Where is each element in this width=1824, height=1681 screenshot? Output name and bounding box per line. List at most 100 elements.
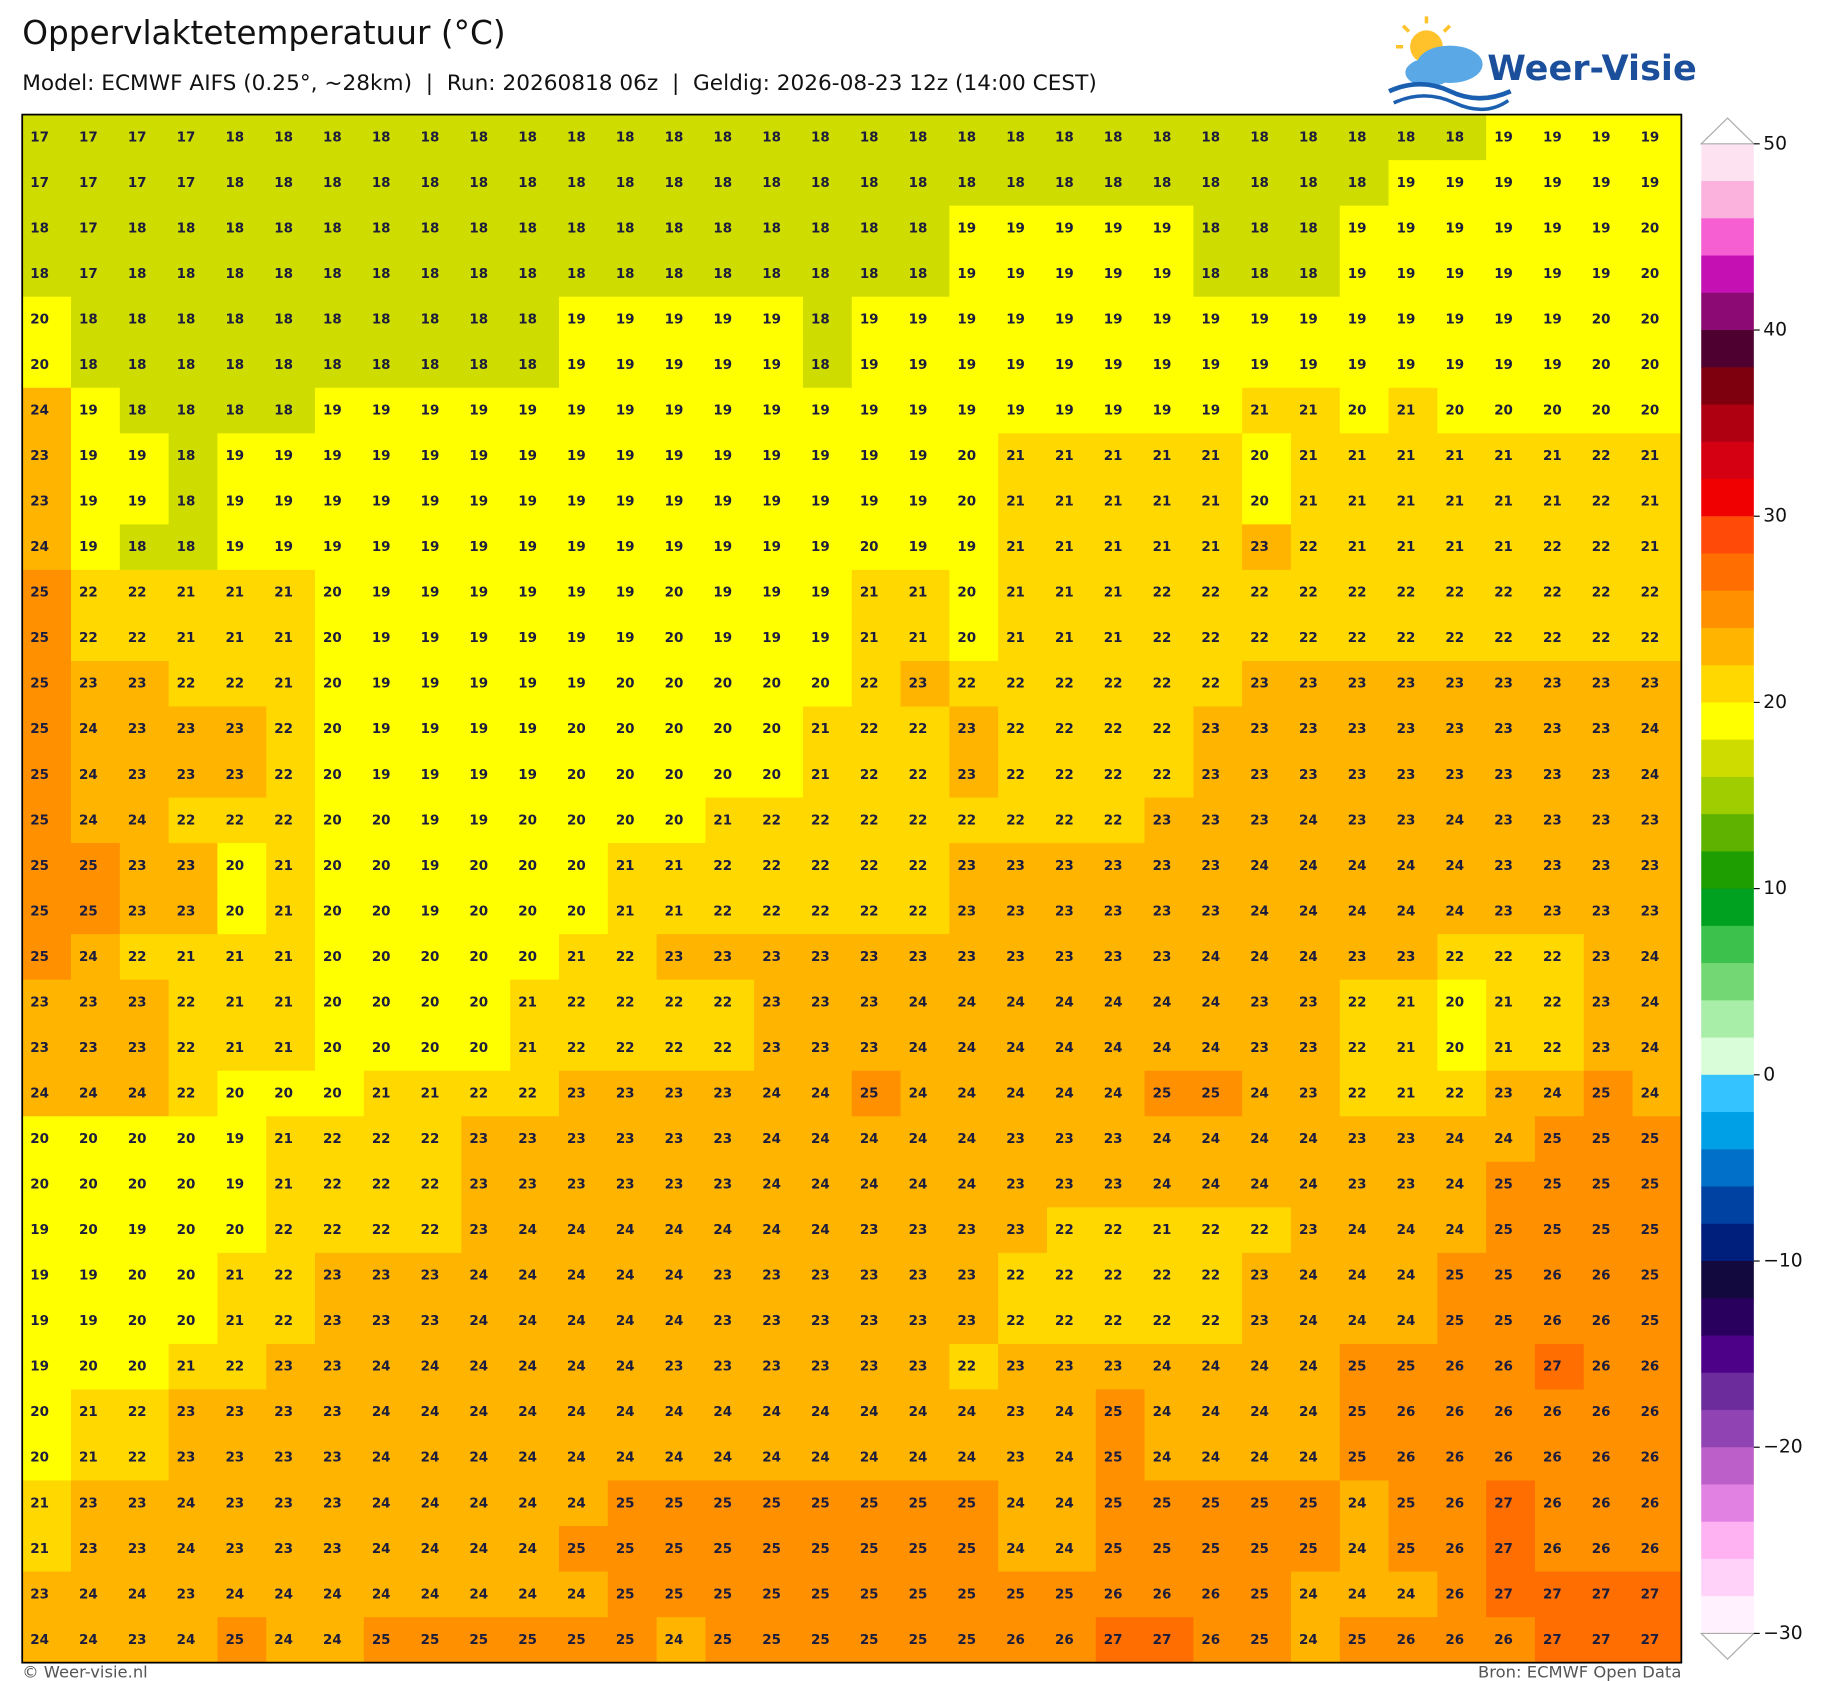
temperature-cell xyxy=(1437,1161,1487,1208)
cell-label: 19 xyxy=(30,1269,49,1284)
temperature-cell xyxy=(1144,114,1194,161)
temperature-cell xyxy=(705,387,755,434)
cell-label: 18 xyxy=(1299,221,1318,236)
temperature-cell xyxy=(1046,478,1097,525)
cell-label: 19 xyxy=(665,540,684,555)
temperature-cell xyxy=(168,524,218,571)
cell-label: 21 xyxy=(1006,449,1025,464)
cell-label: 25 xyxy=(860,1496,879,1511)
cell-label: 24 xyxy=(469,1269,488,1284)
cell-label: 19 xyxy=(1494,267,1513,282)
cell-label: 18 xyxy=(567,221,586,236)
cell-label: 23 xyxy=(811,1041,830,1056)
temperature-cell xyxy=(510,478,560,525)
cell-label: 23 xyxy=(421,1269,440,1284)
cell-label: 26 xyxy=(1543,1451,1562,1466)
temperature-cell xyxy=(949,615,999,662)
temperature-cell xyxy=(315,1116,365,1163)
cell-label: 24 xyxy=(567,1496,586,1511)
cell-label: 19 xyxy=(762,404,781,419)
temperature-cell xyxy=(1583,160,1634,207)
cell-label: 23 xyxy=(177,1587,196,1602)
cell-label: 23 xyxy=(1153,950,1172,965)
cell-label: 20 xyxy=(713,768,732,783)
cell-label: 23 xyxy=(1055,950,1074,965)
temperature-cell xyxy=(266,615,316,662)
cell-label: 22 xyxy=(957,813,976,828)
cell-label: 24 xyxy=(79,950,98,965)
cell-label: 24 xyxy=(762,1223,781,1238)
temperature-cell xyxy=(1534,1161,1585,1208)
cell-label: 25 xyxy=(909,1633,928,1648)
temperature-cell xyxy=(900,1161,950,1208)
temperature-cell xyxy=(217,888,267,935)
temperature-cell xyxy=(1144,797,1194,844)
cell-label: 20 xyxy=(177,1314,196,1329)
temperature-cell xyxy=(656,114,706,161)
temperature-cell xyxy=(363,979,414,1026)
cell-label: 24 xyxy=(1641,1087,1660,1102)
cell-label: 23 xyxy=(713,1132,732,1147)
cell-label: 23 xyxy=(909,1223,928,1238)
temperature-cell xyxy=(1242,342,1292,389)
cell-label: 26 xyxy=(1543,1269,1562,1284)
cell-label: 23 xyxy=(177,904,196,919)
cell-label: 23 xyxy=(30,1041,49,1056)
cell-label: 19 xyxy=(518,540,537,555)
cell-label: 19 xyxy=(1250,312,1269,327)
cell-label: 19 xyxy=(957,267,976,282)
temperature-cell xyxy=(607,387,658,434)
temperature-cell xyxy=(851,752,902,799)
temperature-cell xyxy=(510,1207,560,1254)
cell-label: 23 xyxy=(128,1496,147,1511)
cell-label: 24 xyxy=(225,1587,244,1602)
cell-label: 23 xyxy=(1397,813,1416,828)
cell-label: 26 xyxy=(1397,1405,1416,1420)
temperature-cell xyxy=(1095,160,1146,207)
temperature-cell xyxy=(1632,387,1682,434)
cell-label: 19 xyxy=(30,1360,49,1375)
cell-label: 19 xyxy=(274,540,293,555)
cell-label: 19 xyxy=(372,768,391,783)
cell-label: 23 xyxy=(1543,677,1562,692)
temperature-cell xyxy=(1534,934,1585,981)
cell-label: 17 xyxy=(177,176,196,191)
cell-label: 18 xyxy=(225,267,244,282)
cell-label: 20 xyxy=(567,722,586,737)
temperature-cell xyxy=(217,478,267,525)
temperature-cell xyxy=(1534,706,1585,753)
cell-label: 24 xyxy=(811,1178,830,1193)
cell-label: 23 xyxy=(1201,722,1220,737)
colorbar-band xyxy=(1701,516,1754,555)
cell-label: 24 xyxy=(518,1360,537,1375)
temperature-cell xyxy=(1486,797,1536,844)
cell-label: 19 xyxy=(1494,221,1513,236)
cell-label: 22 xyxy=(567,1041,586,1056)
temperature-cell xyxy=(1437,342,1487,389)
temperature-cell xyxy=(1486,615,1536,662)
temperature-cell xyxy=(22,1070,72,1117)
temperature-cell xyxy=(705,797,755,844)
temperature-cell xyxy=(705,524,755,571)
cell-label: 19 xyxy=(909,358,928,373)
cell-label: 19 xyxy=(1104,358,1123,373)
cell-label: 22 xyxy=(1104,722,1123,737)
cell-label: 23 xyxy=(1543,904,1562,919)
temperature-cell xyxy=(461,888,511,935)
temperature-cell xyxy=(705,934,755,981)
cell-label: 24 xyxy=(713,1405,732,1420)
cell-label: 24 xyxy=(1201,1041,1220,1056)
cell-label: 19 xyxy=(79,1269,98,1284)
temperature-cell xyxy=(1583,296,1634,343)
temperature-cell xyxy=(1095,1207,1146,1254)
cell-label: 23 xyxy=(1592,677,1611,692)
temperature-cell xyxy=(1339,160,1390,207)
temperature-cell xyxy=(363,888,414,935)
cell-label: 19 xyxy=(1543,130,1562,145)
temperature-cell xyxy=(363,114,414,161)
cell-label: 22 xyxy=(469,1087,488,1102)
temperature-cell xyxy=(266,1025,316,1072)
temperature-cell xyxy=(168,1070,218,1117)
cell-label: 22 xyxy=(128,631,147,646)
cell-label: 19 xyxy=(1543,358,1562,373)
